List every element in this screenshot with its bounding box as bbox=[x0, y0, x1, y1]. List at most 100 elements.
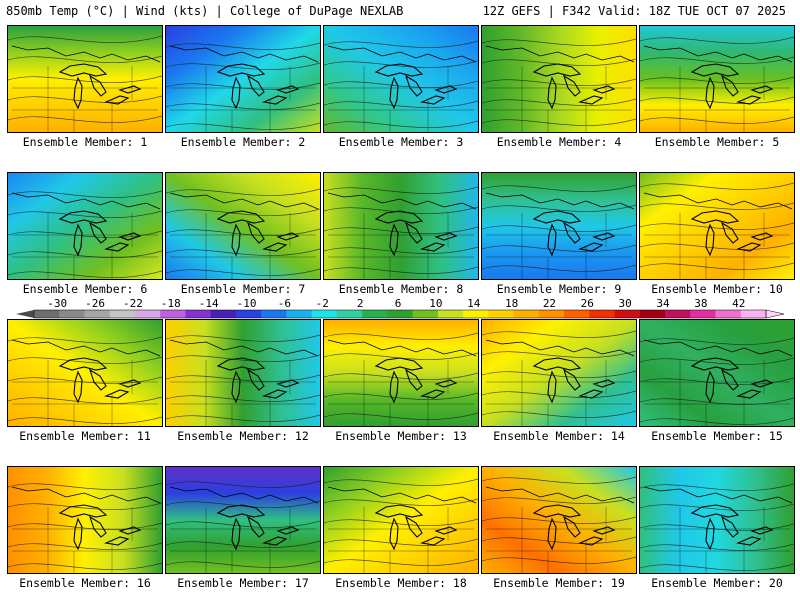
great-lakes-outline bbox=[58, 63, 142, 110]
state-borders bbox=[12, 66, 158, 132]
temperature-colorbar: -30 -26 -22 -18 -14 -10 -6 -2 2 6 10 14 18 22 26 30 34 38… bbox=[16, 297, 785, 319]
member-label: Ensemble Member: 8 bbox=[338, 282, 464, 296]
height-contour bbox=[482, 224, 636, 232]
state-borders bbox=[644, 213, 790, 279]
height-contour bbox=[8, 376, 162, 384]
member-label: Ensemble Member: 15 bbox=[651, 429, 783, 443]
state-borders bbox=[486, 507, 632, 573]
colorbar-tick-label: -6 bbox=[278, 297, 291, 310]
member-label: Ensemble Member: 19 bbox=[493, 576, 625, 590]
great-lakes-outline bbox=[216, 504, 300, 551]
border-line bbox=[643, 486, 793, 504]
height-contour bbox=[166, 500, 320, 508]
temperature-field bbox=[324, 320, 478, 426]
great-lakes-outline bbox=[690, 357, 774, 404]
great-lakes-outline bbox=[532, 357, 616, 404]
temperature-field bbox=[8, 26, 162, 132]
colorbar-high-arrow bbox=[765, 309, 785, 319]
great-lakes-outline bbox=[216, 210, 300, 257]
great-lakes-outline bbox=[374, 357, 458, 404]
height-contour bbox=[640, 76, 794, 84]
temperature-map bbox=[481, 172, 637, 280]
colorbar-swatch bbox=[34, 310, 60, 318]
height-contour bbox=[640, 202, 794, 210]
colorbar-low-arrow bbox=[16, 310, 34, 318]
height-contour bbox=[8, 416, 162, 424]
member-label: Ensemble Member: 12 bbox=[177, 429, 309, 443]
temperature-map bbox=[639, 319, 795, 427]
temperature-field bbox=[324, 26, 478, 132]
colorbar-tick-label: 2 bbox=[357, 297, 364, 310]
border-line bbox=[643, 192, 793, 210]
temperature-map bbox=[323, 25, 479, 133]
temperature-map bbox=[323, 172, 479, 280]
great-lakes-outline bbox=[532, 210, 616, 257]
height-contour bbox=[640, 56, 794, 64]
height-contour bbox=[166, 248, 320, 256]
member-label: Ensemble Member: 13 bbox=[335, 429, 467, 443]
temperature-map bbox=[639, 172, 795, 280]
colorbar-tick-label: 10 bbox=[429, 297, 442, 310]
great-lakes-outline bbox=[374, 504, 458, 551]
temperature-field bbox=[482, 26, 636, 132]
height-contour bbox=[640, 483, 794, 491]
colorbar-swatch bbox=[437, 310, 464, 318]
height-contour bbox=[482, 370, 636, 378]
colorbar-tick-label: 30 bbox=[619, 297, 632, 310]
member-label: Ensemble Member: 16 bbox=[19, 576, 151, 590]
temperature-map bbox=[7, 25, 163, 133]
member-label: Ensemble Member: 3 bbox=[338, 135, 464, 149]
height-contour bbox=[324, 558, 478, 566]
colorbar-swatch bbox=[84, 310, 111, 318]
height-contour bbox=[8, 562, 162, 570]
state-borders bbox=[170, 507, 316, 573]
height-contour bbox=[640, 397, 794, 405]
border-line bbox=[485, 45, 635, 63]
temperature-map bbox=[481, 466, 637, 574]
temperature-map bbox=[7, 319, 163, 427]
border-line bbox=[327, 45, 477, 63]
member-label: Ensemble Member: 1 bbox=[22, 135, 148, 149]
colorbar-swatch bbox=[463, 310, 489, 318]
height-contour bbox=[166, 268, 320, 276]
temperature-field bbox=[640, 320, 794, 426]
border-line bbox=[169, 45, 319, 63]
temperature-field bbox=[640, 26, 794, 132]
colorbar-swatch bbox=[690, 310, 716, 318]
state-borders bbox=[170, 360, 316, 426]
colorbar-swatch bbox=[311, 310, 338, 318]
height-contour bbox=[482, 390, 636, 398]
height-contour bbox=[8, 542, 162, 550]
member-label: Ensemble Member: 18 bbox=[335, 576, 467, 590]
state-borders bbox=[644, 66, 790, 132]
border-line bbox=[327, 339, 477, 357]
height-contour bbox=[166, 208, 320, 216]
colorbar-swatch bbox=[665, 310, 691, 318]
height-contour bbox=[640, 503, 794, 511]
state-borders bbox=[12, 213, 158, 279]
colorbar-swatch bbox=[538, 310, 565, 318]
border-line bbox=[11, 45, 161, 63]
height-contour bbox=[640, 116, 794, 124]
temperature-map bbox=[165, 319, 321, 427]
temperature-field bbox=[166, 26, 320, 132]
height-contour bbox=[640, 222, 794, 230]
border-line bbox=[485, 339, 635, 357]
colorbar-tick-label: 38 bbox=[694, 297, 707, 310]
great-lakes-outline bbox=[58, 210, 142, 257]
height-contour bbox=[482, 244, 636, 252]
member-label: Ensemble Member: 5 bbox=[654, 135, 780, 149]
temperature-map bbox=[639, 466, 795, 574]
border-line bbox=[485, 486, 635, 504]
great-lakes-outline bbox=[216, 63, 300, 110]
colorbar-swatch bbox=[387, 310, 413, 318]
state-borders bbox=[328, 507, 474, 573]
state-borders bbox=[328, 360, 474, 426]
colorbar-tick-label: 34 bbox=[656, 297, 670, 310]
colorbar-swatch bbox=[134, 310, 161, 318]
great-lakes-outline bbox=[374, 63, 458, 110]
height-contour bbox=[166, 102, 320, 110]
height-contour bbox=[324, 186, 478, 194]
state-borders bbox=[486, 213, 632, 279]
height-contour bbox=[640, 357, 794, 365]
